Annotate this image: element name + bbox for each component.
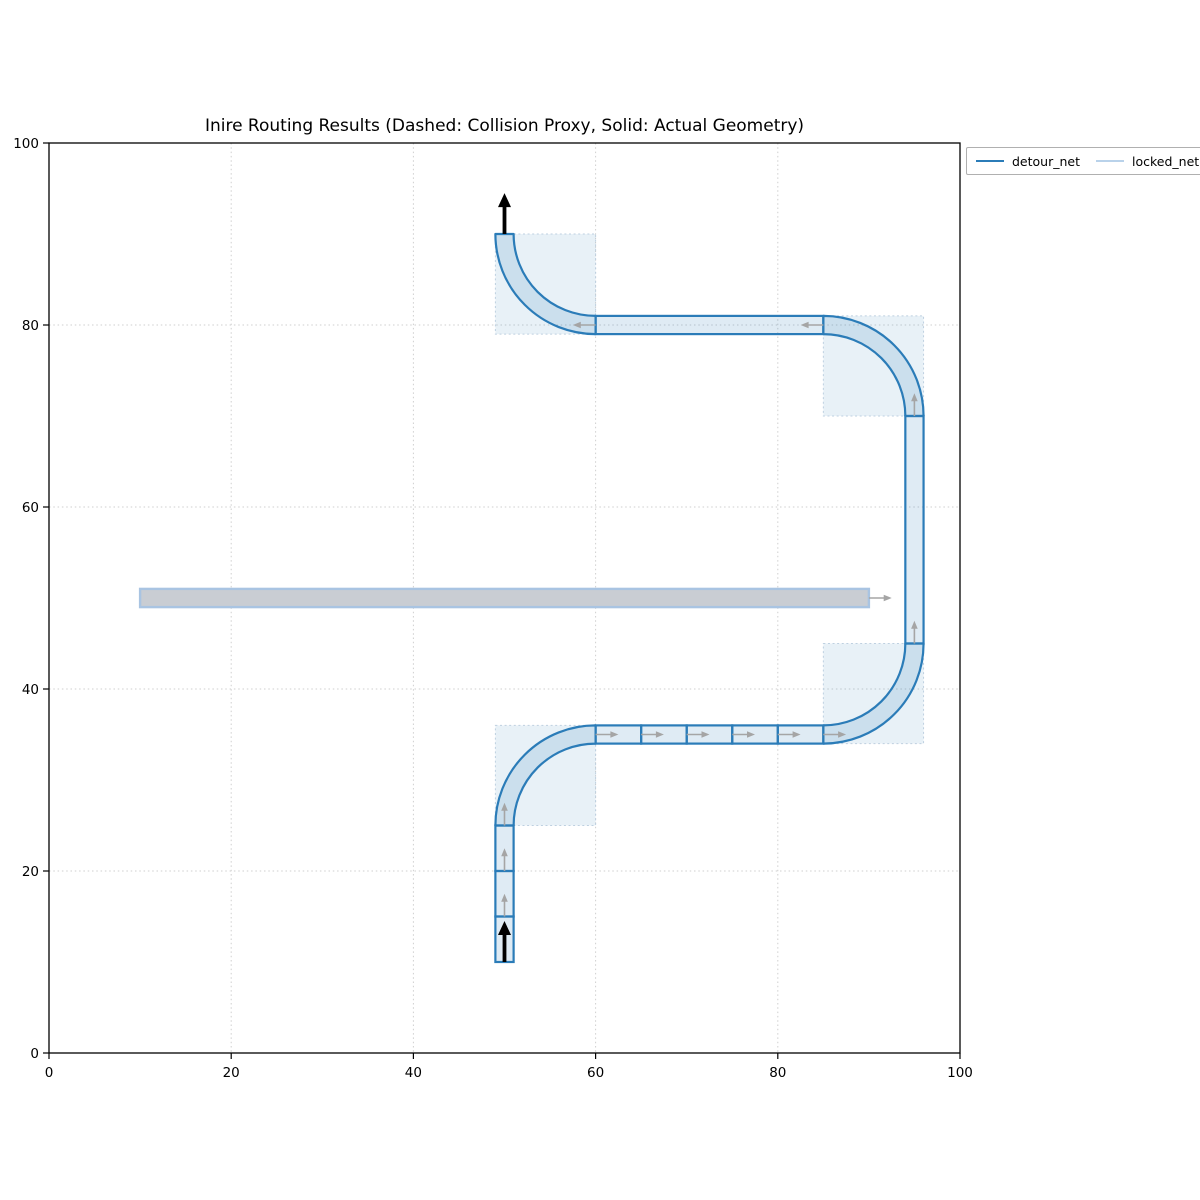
legend-item-detour-net: detour_net [976, 154, 1080, 169]
direction-arrow-2 [501, 802, 508, 826]
legend-label-locked-net: locked_net [1132, 153, 1200, 169]
legend: detour_net locked_net [966, 147, 1200, 175]
direction-arrow-4 [641, 731, 664, 738]
detour-cell-segment-9 [594, 314, 825, 336]
x-tick-label-80: 80 [769, 1065, 786, 1081]
direction-arrow-0 [501, 893, 508, 917]
direction-arrow-1 [501, 848, 508, 871]
y-tick-label-100: 100 [13, 136, 39, 152]
endpoint-arrow-1 [498, 193, 511, 234]
collision-proxy-square-1 [822, 643, 925, 745]
legend-label-detour-net: detour_net [1012, 153, 1080, 169]
y-tick-label-40: 40 [22, 682, 39, 698]
legend-swatch-detour-net [976, 159, 1004, 163]
x-tick-label-60: 60 [587, 1065, 604, 1081]
endpoint-arrow-0 [498, 921, 511, 962]
axes-border [48, 142, 961, 1054]
direction-arrow-6 [732, 731, 755, 738]
locked-net-direction-arrow-0 [868, 594, 892, 602]
legend-swatch-locked-net [1096, 159, 1124, 163]
direction-arrow-9 [911, 620, 918, 644]
x-tick-label-20: 20 [223, 1065, 240, 1081]
direction-arrow-10 [911, 393, 918, 416]
direction-arrow-12 [572, 321, 596, 329]
collision-proxy-square-2 [822, 315, 925, 417]
x-tick-label-100: 100 [947, 1065, 973, 1081]
direction-arrow-11 [800, 321, 824, 329]
y-tick-label-20: 20 [22, 864, 39, 880]
direction-arrow-3 [595, 731, 619, 738]
collision-proxy-square-0 [494, 724, 597, 827]
direction-arrow-8 [823, 731, 847, 738]
detour-cell-segment-8 [904, 414, 925, 645]
direction-arrow-5 [686, 731, 710, 738]
locked-net-bar [138, 587, 871, 609]
legend-item-locked-net: locked_net [1096, 154, 1199, 169]
plot-title: Inire Routing Results (Dashed: Collision… [204, 116, 805, 136]
direction-arrow-7 [777, 731, 801, 738]
collision-proxy-square-3 [494, 233, 597, 335]
y-tick-label-60: 60 [22, 500, 39, 516]
x-tick-label-40: 40 [405, 1065, 422, 1081]
x-tick-label-0: 0 [45, 1065, 54, 1081]
y-tick-label-0: 0 [30, 1046, 39, 1062]
y-tick-label-80: 80 [22, 318, 39, 334]
